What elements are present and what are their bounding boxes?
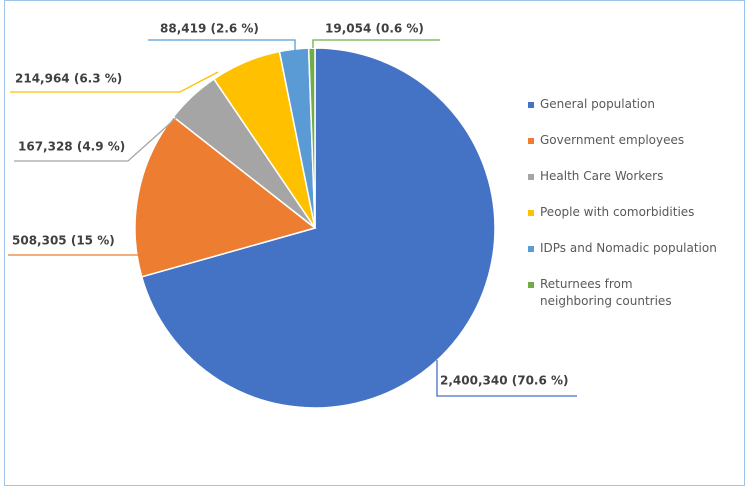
pie-slice (307, 47, 316, 229)
data-label: 508,305 (15 %) (12, 234, 115, 248)
data-label: 214,964 (6.3 %) (15, 72, 122, 86)
legend-label: People with comorbidities (540, 205, 695, 219)
legend-item: Returnees from neighboring countries (526, 276, 736, 310)
legend: General population Government employees He… (526, 96, 736, 329)
legend-item: General population (526, 96, 736, 113)
pie-slice (140, 47, 496, 409)
leader-line (436, 360, 577, 397)
legend-label: Returnees from neighboring countries (540, 277, 672, 308)
legend-label: IDPs and Nomadic population (540, 241, 717, 255)
legend-label: General population (540, 97, 655, 111)
legend-swatch (528, 138, 534, 144)
legend-swatch (528, 246, 534, 252)
legend-item: IDPs and Nomadic population (526, 240, 736, 257)
leader-line (10, 71, 219, 93)
legend-label: Health Care Workers (540, 169, 664, 183)
legend-item: Health Care Workers (526, 168, 736, 185)
data-label: 19,054 (0.6 %) (325, 22, 424, 36)
legend-item: People with comorbidities (526, 204, 736, 221)
legend-item: Government employees (526, 132, 736, 149)
leader-line (14, 117, 177, 162)
legend-swatch (528, 210, 534, 216)
legend-label: Government employees (540, 133, 685, 147)
leader-line (148, 39, 296, 50)
data-label: 2,400,340 (70.6 %) (440, 374, 569, 388)
data-label: 88,419 (2.6 %) (160, 22, 259, 36)
legend-swatch (528, 282, 534, 288)
frame (4, 0, 745, 486)
leader-line (312, 39, 440, 48)
data-label: 167,328 (4.9 %) (18, 140, 125, 154)
legend-swatch (528, 102, 534, 108)
legend-swatch (528, 174, 534, 180)
